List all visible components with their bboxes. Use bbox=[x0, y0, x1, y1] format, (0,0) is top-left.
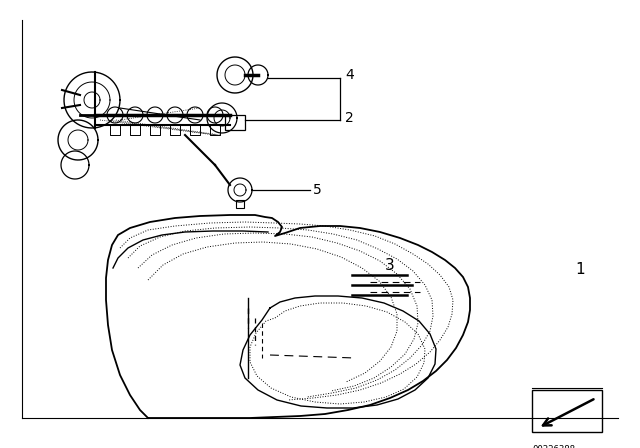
Bar bbox=[532, 390, 602, 432]
Text: 4: 4 bbox=[345, 68, 354, 82]
Text: 1: 1 bbox=[575, 263, 585, 277]
Bar bbox=[225, 115, 245, 130]
Text: 2: 2 bbox=[345, 111, 354, 125]
Text: 5: 5 bbox=[313, 183, 322, 197]
Bar bbox=[236, 200, 244, 208]
Text: 3: 3 bbox=[385, 258, 395, 272]
Text: 00226388: 00226388 bbox=[532, 445, 575, 448]
